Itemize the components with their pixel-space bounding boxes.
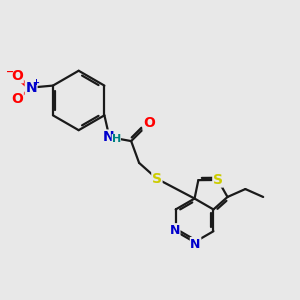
- Text: O: O: [11, 69, 23, 83]
- Text: O: O: [143, 116, 155, 130]
- Text: N: N: [103, 130, 114, 144]
- Text: N: N: [25, 81, 37, 94]
- Text: O: O: [11, 92, 23, 106]
- Text: S: S: [152, 172, 162, 186]
- Text: −: −: [6, 67, 14, 77]
- Text: N: N: [169, 224, 180, 237]
- Text: H: H: [112, 134, 121, 144]
- Text: +: +: [33, 78, 40, 87]
- Text: N: N: [190, 238, 201, 250]
- Text: S: S: [213, 173, 223, 187]
